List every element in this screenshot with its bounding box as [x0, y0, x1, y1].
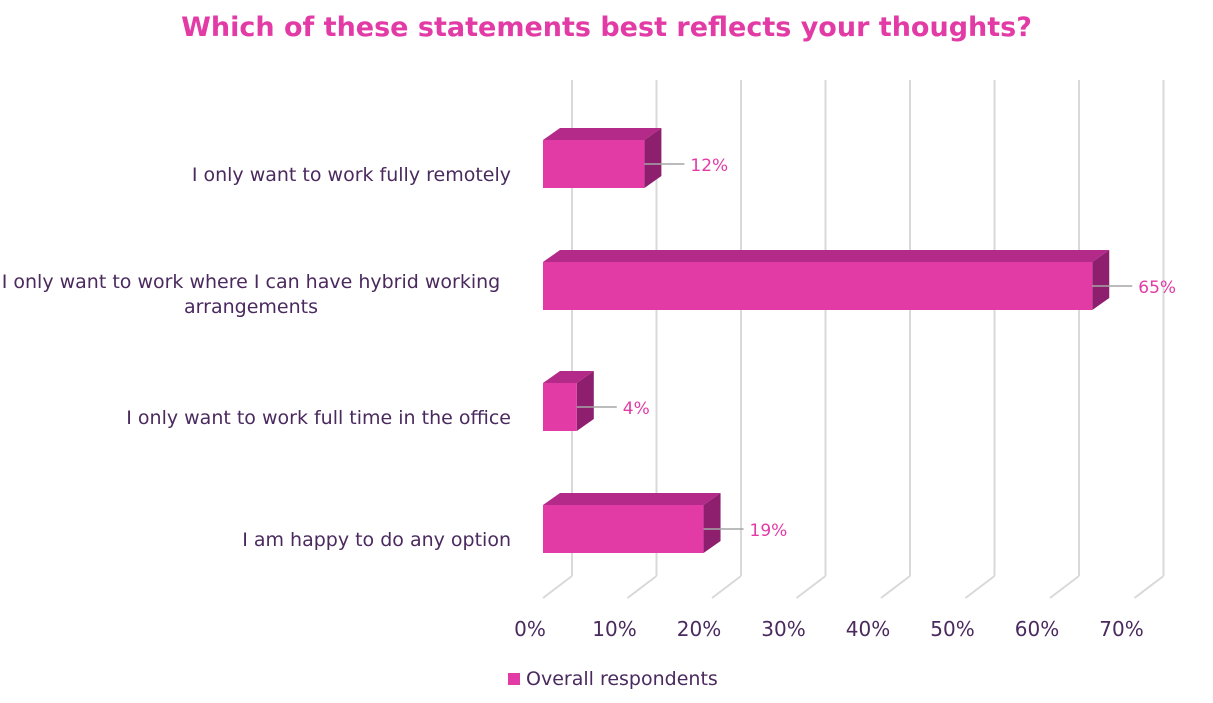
x-tick-label: 40%: [846, 617, 890, 641]
data-label: 65%: [1138, 278, 1176, 298]
data-label: 19%: [750, 521, 788, 541]
data-label: 12%: [690, 156, 728, 176]
category-label: I am happy to do any option: [242, 529, 511, 551]
x-tick-label: 70%: [1099, 617, 1143, 641]
floor-gridline: [542, 575, 573, 599]
x-tick-label: 60%: [1015, 617, 1059, 641]
floor-gridline: [964, 575, 996, 599]
bar-side: [1092, 250, 1110, 310]
x-tick-label: 20%: [677, 617, 721, 641]
x-tick-label: 50%: [930, 617, 974, 641]
floor-gridline: [1049, 575, 1080, 599]
bar-top: [543, 371, 594, 383]
floor-gridline: [880, 575, 911, 599]
bar: [543, 505, 704, 553]
category-label: I only want to work full time in the off…: [126, 407, 511, 429]
floor-gridline: [1133, 575, 1165, 599]
bar-side: [644, 128, 662, 188]
bar-top: [543, 128, 662, 140]
x-tick-label: 10%: [592, 617, 636, 641]
legend-label: Overall respondents: [526, 668, 718, 690]
bar-side: [703, 493, 721, 553]
x-tick-label: 0%: [514, 617, 546, 641]
floor-gridline: [626, 575, 658, 599]
chart-title: Which of these statements best reflects …: [181, 12, 1032, 43]
legend-swatch: [508, 673, 520, 685]
floor-gridline: [795, 575, 827, 599]
bar-top: [543, 250, 1110, 262]
bar: [543, 383, 577, 431]
bar: [543, 262, 1093, 310]
x-tick-label: 30%: [761, 617, 805, 641]
category-label: I only want to work where I can have hyb…: [1, 271, 501, 318]
bar-side: [576, 371, 594, 431]
bar: [543, 140, 645, 188]
data-label: 4%: [623, 399, 650, 419]
bar-top: [543, 493, 721, 505]
floor-gridline: [711, 575, 742, 599]
legend: Overall respondents: [508, 668, 718, 690]
category-label: I only want to work fully remotely: [191, 164, 511, 186]
